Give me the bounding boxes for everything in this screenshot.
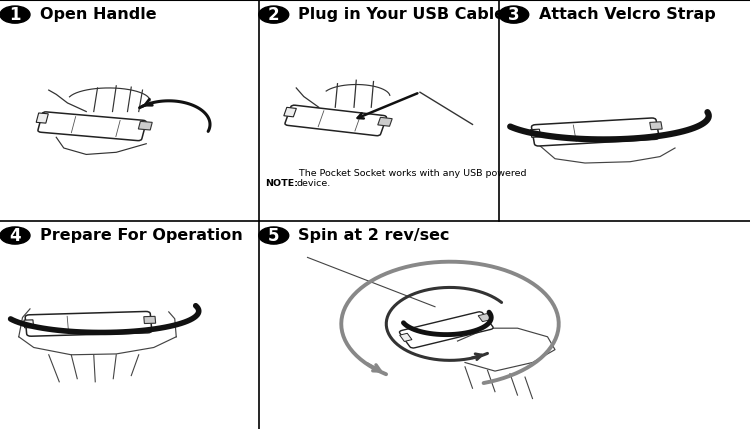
FancyBboxPatch shape (38, 112, 146, 141)
Bar (284, 107, 296, 117)
Bar (650, 122, 662, 130)
Circle shape (499, 6, 529, 23)
FancyBboxPatch shape (400, 312, 494, 348)
Bar (478, 314, 491, 322)
Text: 3: 3 (508, 6, 520, 24)
Text: 1: 1 (9, 6, 21, 24)
Text: NOTE:: NOTE: (265, 179, 298, 188)
Text: The Pocket Socket works with any USB powered
device.: The Pocket Socket works with any USB pow… (296, 169, 526, 188)
FancyBboxPatch shape (285, 105, 386, 136)
Text: Spin at 2 rev/sec: Spin at 2 rev/sec (298, 228, 450, 243)
Bar (138, 121, 152, 130)
Text: 5: 5 (268, 227, 280, 245)
Bar (144, 316, 156, 323)
Circle shape (259, 227, 289, 244)
Text: Plug in Your USB Cable: Plug in Your USB Cable (298, 7, 506, 22)
Bar (24, 320, 34, 328)
Text: Open Handle: Open Handle (40, 7, 156, 22)
Bar (36, 113, 48, 123)
Bar (400, 333, 412, 341)
Text: 4: 4 (9, 227, 21, 245)
Circle shape (259, 6, 289, 23)
Text: 2: 2 (268, 6, 280, 24)
FancyBboxPatch shape (532, 118, 659, 146)
Circle shape (0, 227, 30, 244)
FancyBboxPatch shape (26, 311, 152, 336)
Bar (530, 129, 541, 137)
Circle shape (0, 6, 30, 23)
Text: Attach Velcro Strap: Attach Velcro Strap (538, 7, 716, 22)
Text: Prepare For Operation: Prepare For Operation (40, 228, 242, 243)
Bar (378, 117, 392, 126)
